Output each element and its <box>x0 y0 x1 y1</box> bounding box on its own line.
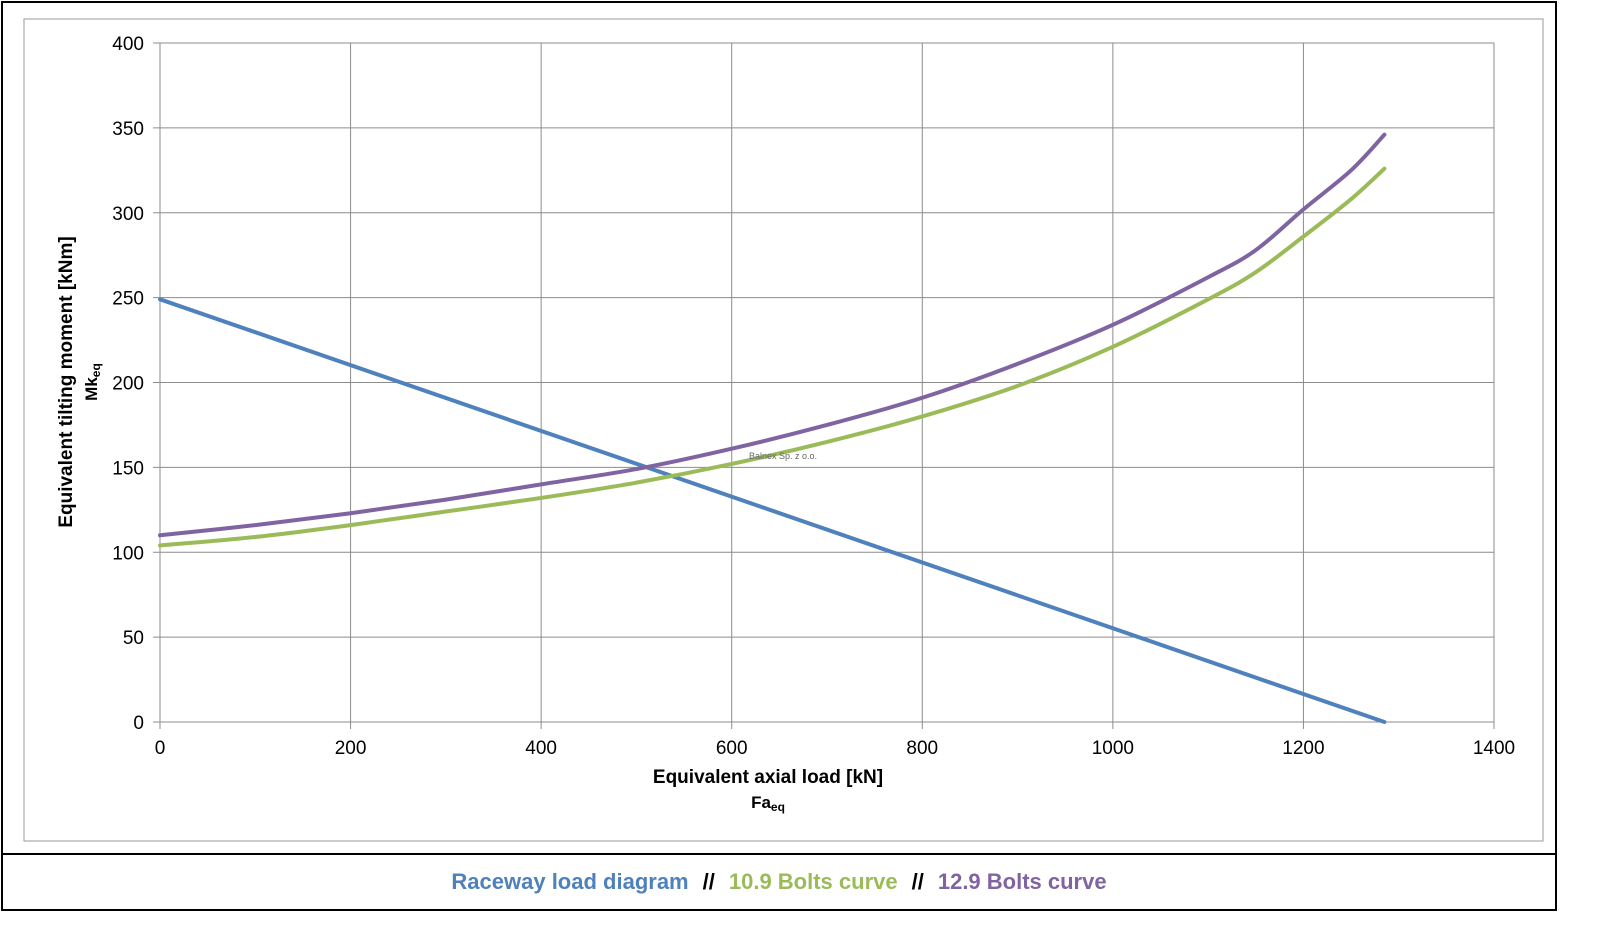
y-tick-label: 50 <box>123 628 144 649</box>
y-axis-title: Equivalent tilting moment [kNm] <box>56 236 77 527</box>
x-axis-title: Equivalent axial load [kN] <box>653 767 883 788</box>
y-axis-symbol-main: Mk <box>82 377 101 401</box>
legend-item-10-9-bolts-curve: 10.9 Bolts curve <box>728 869 898 894</box>
x-tick-label: 1200 <box>1282 738 1324 759</box>
y-tick-label: 400 <box>112 34 144 55</box>
y-axis-symbol-subscript: eq <box>89 363 103 377</box>
x-tick-label: 0 <box>155 738 166 759</box>
x-axis-symbol-main: Fa <box>751 793 771 812</box>
legend-item-12-9-bolts-curve: 12.9 Bolts curve <box>937 869 1107 894</box>
series-lines <box>158 132 1387 724</box>
plot-background <box>23 18 1544 842</box>
y-tick-label: 350 <box>112 119 144 140</box>
chart-frame <box>1 1 1557 911</box>
x-tick-label: 1000 <box>1092 738 1134 759</box>
x-tick-label: 1400 <box>1473 738 1515 759</box>
y-tick-label: 100 <box>112 543 144 564</box>
x-axis-symbol-subscript: eq <box>771 800 785 814</box>
grid-lines <box>159 42 1495 723</box>
axes: 0 50 100 150 200 250 300 350 400 0 200 400 600 800 100… <box>112 34 1515 759</box>
series-line-raceway-load-diagram <box>158 297 1387 724</box>
y-tick-label: 250 <box>112 289 144 310</box>
x-tick-label: 800 <box>906 738 938 759</box>
watermark-text: Balnex Sp. z o.o. <box>749 451 817 461</box>
x-tick-label: 600 <box>716 738 748 759</box>
y-tick-label: 200 <box>112 374 144 395</box>
x-tick-label: 400 <box>525 738 557 759</box>
y-tick-label: 0 <box>133 713 144 734</box>
legend-separator: // <box>911 869 924 894</box>
y-tick-label: 300 <box>112 204 144 225</box>
chart-area: 0 50 100 150 200 250 300 350 400 0 200 400 600 800 100… <box>23 18 1544 842</box>
x-axis-symbol: Faeq <box>751 793 785 814</box>
y-axis-symbol: Mkeq <box>82 363 103 401</box>
legend-separator: // <box>702 869 715 894</box>
series-line-10-9-bolts-curve <box>158 166 1387 548</box>
y-tick-label: 150 <box>112 458 144 479</box>
legend-item-raceway-load-diagram: Raceway load diagram <box>451 869 689 894</box>
legend: Raceway load diagram // 10.9 Bolts curve… <box>3 855 1555 909</box>
series-line-12-9-bolts-curve <box>158 132 1387 538</box>
x-tick-label: 200 <box>335 738 367 759</box>
legend-divider <box>1 853 1557 855</box>
